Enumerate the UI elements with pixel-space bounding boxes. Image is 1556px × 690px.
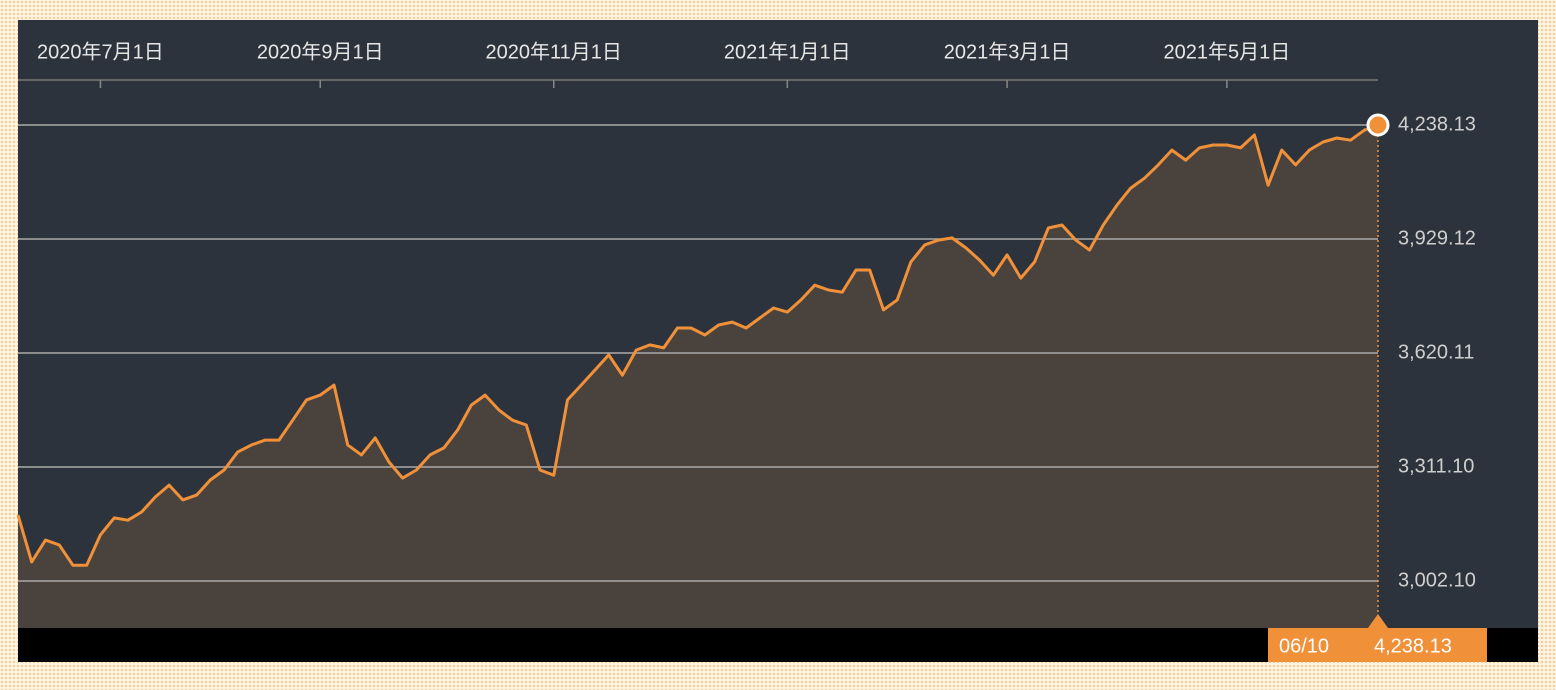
x-tick-label: 2020年7月1日 <box>37 40 164 63</box>
y-tick-label: 4,238.13 <box>1398 113 1476 135</box>
x-tick-label: 2021年3月1日 <box>944 40 1071 63</box>
y-tick-label: 3,620.11 <box>1398 341 1474 363</box>
price-line <box>16 123 1379 567</box>
y-tick-label: 3,311.10 <box>1398 455 1474 477</box>
x-tick-label: 2021年1月1日 <box>724 40 851 63</box>
x-tick-label: 2020年11月1日 <box>486 40 622 63</box>
tooltip-box <box>1268 628 1487 662</box>
tooltip-date: 06/10 <box>1279 635 1329 657</box>
pointer <box>1368 614 1388 628</box>
y-tick-label: 3,002.10 <box>1398 569 1476 591</box>
y-tick-label: 3,929.12 <box>1398 227 1476 249</box>
area-fill <box>18 125 1378 628</box>
last-point <box>1366 113 1390 137</box>
x-tick-label: 2021年5月1日 <box>1164 40 1291 63</box>
tooltip-value: 4,238.13 <box>1374 635 1452 657</box>
x-tick-label: 2020年9月1日 <box>257 40 384 63</box>
